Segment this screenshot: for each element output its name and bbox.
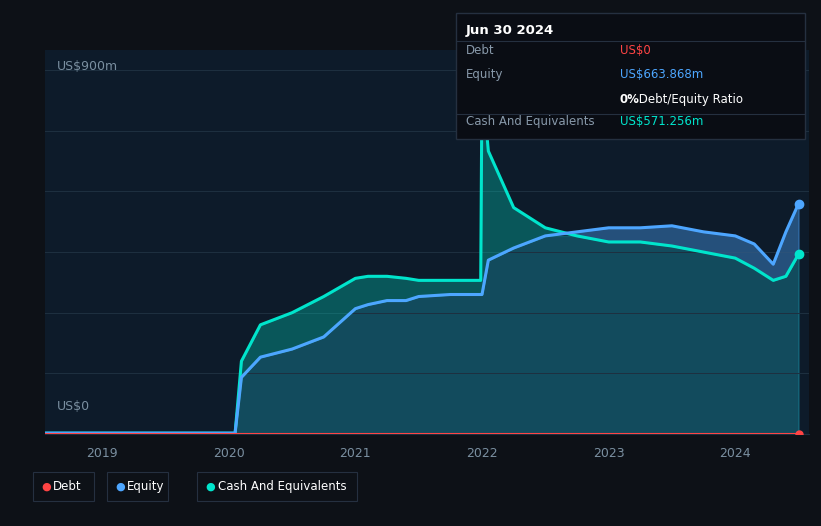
Text: ●: ● <box>115 481 125 492</box>
Text: US$571.256m: US$571.256m <box>620 115 704 128</box>
Text: Equity: Equity <box>466 68 503 82</box>
Text: Equity: Equity <box>127 480 165 493</box>
Text: Debt/Equity Ratio: Debt/Equity Ratio <box>635 93 743 106</box>
Text: US$0: US$0 <box>57 400 89 413</box>
Text: 0%: 0% <box>620 93 640 106</box>
Text: US$900m: US$900m <box>57 59 117 73</box>
Text: Cash And Equivalents: Cash And Equivalents <box>218 480 346 493</box>
Text: US$663.868m: US$663.868m <box>620 68 703 82</box>
Text: ●: ● <box>41 481 51 492</box>
Text: Cash And Equivalents: Cash And Equivalents <box>466 115 594 128</box>
Text: Debt: Debt <box>53 480 82 493</box>
Text: US$0: US$0 <box>620 44 650 57</box>
Text: Debt: Debt <box>466 44 494 57</box>
Text: ●: ● <box>205 481 215 492</box>
Text: Jun 30 2024: Jun 30 2024 <box>466 24 553 37</box>
